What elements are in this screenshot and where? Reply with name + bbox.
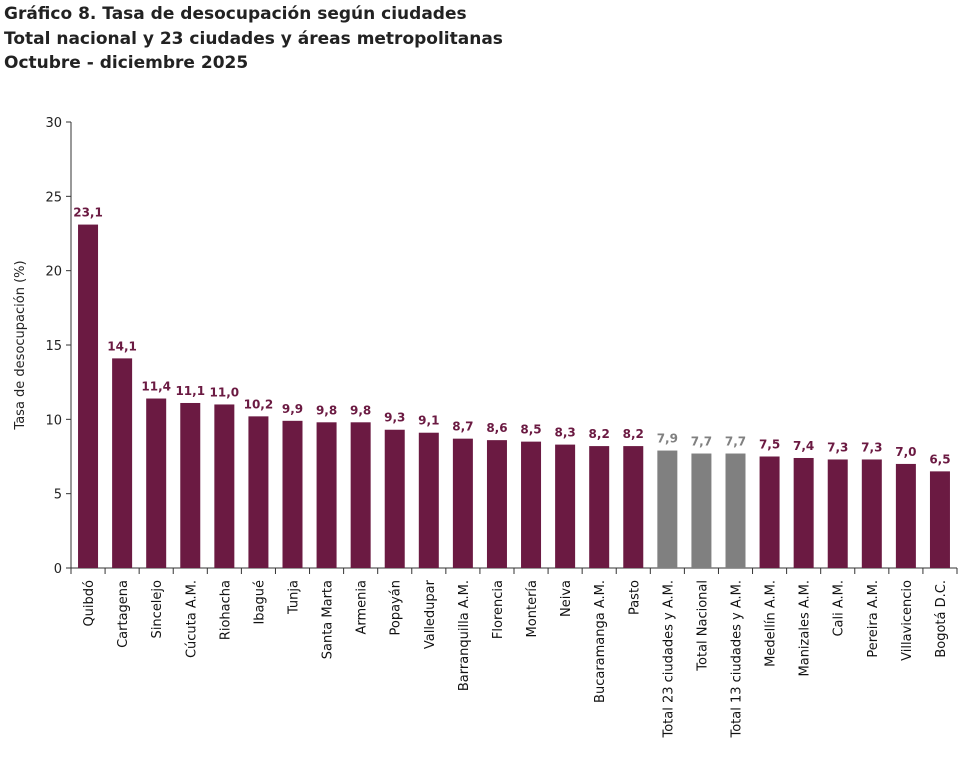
x-category-label: Total 13 ciudades y A.M. <box>730 580 745 739</box>
title-line-2: Total nacional y 23 ciudades y áreas met… <box>4 28 503 49</box>
x-category-label: Barranquilla A.M. <box>457 580 472 691</box>
x-category-label: Total Nacional <box>695 580 710 672</box>
bar <box>725 453 746 568</box>
data-label: 9,1 <box>418 414 439 428</box>
data-label: 8,2 <box>623 427 644 441</box>
data-label: 9,3 <box>384 411 405 425</box>
data-label: 7,7 <box>725 435 746 449</box>
data-label: 8,5 <box>520 423 541 437</box>
x-category-label: Bucaramanga A.M. <box>593 580 608 703</box>
bar <box>657 450 678 568</box>
bar <box>827 459 848 568</box>
x-category-label: Medellín A.M. <box>764 580 779 667</box>
data-label: 7,5 <box>759 438 780 452</box>
bar <box>486 440 507 568</box>
data-label: 8,6 <box>486 421 507 435</box>
y-tick-label: 25 <box>45 190 62 205</box>
data-label: 7,7 <box>691 435 712 449</box>
x-category-label: Riohacha <box>218 580 233 640</box>
bar <box>691 453 712 568</box>
bar <box>384 429 405 568</box>
bar <box>350 422 371 568</box>
bar <box>78 224 99 568</box>
bar <box>521 441 542 568</box>
bar <box>759 456 780 568</box>
bar <box>452 438 473 568</box>
y-tick-label: 20 <box>45 265 62 280</box>
x-category-label: Pereira A.M. <box>866 580 881 658</box>
data-label: 10,2 <box>244 397 274 411</box>
bar <box>895 463 916 568</box>
x-category-label: Florencia <box>491 580 506 639</box>
bar <box>861 459 882 568</box>
x-category-label: Popayán <box>389 580 404 635</box>
title-line-3: Octubre - diciembre 2025 <box>4 53 249 73</box>
y-tick-label: 15 <box>45 339 62 354</box>
x-category-label: Cartagena <box>116 580 131 648</box>
bar <box>146 398 167 568</box>
data-label: 7,9 <box>657 432 678 446</box>
y-tick-label: 10 <box>45 413 62 428</box>
data-label: 8,3 <box>554 426 575 440</box>
x-category-label: Santa Marta <box>321 580 336 659</box>
data-label: 11,4 <box>141 380 171 394</box>
x-category-label: Total 23 ciudades y A.M. <box>661 580 676 739</box>
bar <box>623 446 644 568</box>
data-label: 7,0 <box>895 445 916 459</box>
x-category-label: Valledupar <box>423 579 438 649</box>
chart-title: Gráfico 8. Tasa de desocupación según ci… <box>4 2 503 76</box>
x-category-label: Neiva <box>559 580 574 617</box>
data-label: 7,3 <box>827 440 848 454</box>
bar <box>282 420 303 568</box>
data-label: 7,4 <box>793 439 814 453</box>
bar <box>248 416 269 568</box>
y-axis-label: Tasa de desocupación (%) <box>13 260 28 430</box>
bar <box>180 402 201 568</box>
data-label: 14,1 <box>107 339 137 353</box>
bar <box>929 471 950 568</box>
bar <box>418 432 439 568</box>
x-category-label: Cali A.M. <box>832 580 847 637</box>
x-category-label: Cúcuta A.M. <box>184 580 199 658</box>
y-tick-label: 30 <box>45 116 62 131</box>
x-category-label: Manizales A.M. <box>798 580 813 676</box>
bar <box>589 446 610 568</box>
bar <box>214 404 235 568</box>
x-category-label: Tunja <box>287 580 302 615</box>
x-category-label: Quibdó <box>82 580 97 627</box>
data-label: 23,1 <box>73 206 103 220</box>
data-label: 9,9 <box>282 402 303 416</box>
data-label: 8,2 <box>589 427 610 441</box>
title-line-1: Gráfico 8. Tasa de desocupación según ci… <box>4 4 467 24</box>
data-label: 7,3 <box>861 440 882 454</box>
x-category-label: Montería <box>525 580 540 637</box>
y-tick-label: 5 <box>54 488 62 503</box>
x-category-label: Armenia <box>355 580 370 635</box>
x-category-label: Pasto <box>627 580 642 615</box>
y-tick-label: 0 <box>54 562 62 577</box>
data-label: 6,5 <box>929 452 950 466</box>
x-category-label: Ibagué <box>252 580 267 625</box>
bar <box>112 358 133 568</box>
data-label: 9,8 <box>350 403 371 417</box>
data-label: 8,7 <box>452 420 473 434</box>
data-label: 11,1 <box>175 384 205 398</box>
data-label: 11,0 <box>210 385 240 399</box>
x-category-label: Bogotá D.C. <box>934 580 949 658</box>
x-category-label: Sincelejo <box>150 580 165 638</box>
bar <box>555 444 576 568</box>
bar <box>316 422 337 568</box>
x-category-label: Villavicencio <box>900 580 915 661</box>
bar <box>793 457 814 568</box>
data-label: 9,8 <box>316 403 337 417</box>
